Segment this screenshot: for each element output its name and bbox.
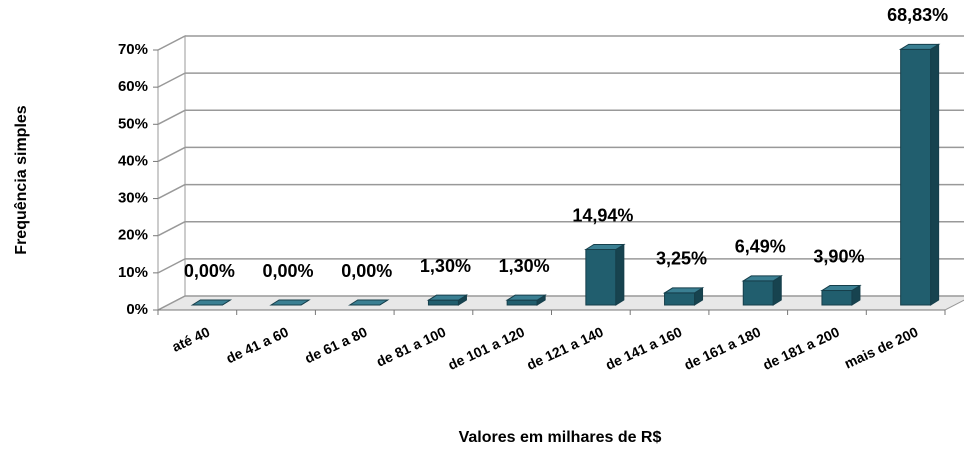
grid-line	[157, 258, 186, 274]
y-tick-label: 50%	[118, 115, 148, 132]
bar	[742, 280, 774, 306]
y-tick-label: 70%	[118, 41, 148, 58]
bar-top	[584, 244, 626, 251]
x-tick-label: de 41 a 60	[223, 323, 291, 366]
grid-line	[157, 183, 186, 200]
data-label: 3,90%	[813, 246, 864, 266]
data-label: 0,00%	[263, 261, 314, 281]
y-tick-label: 60%	[118, 78, 148, 95]
x-tick-label: de 61 a 80	[302, 323, 370, 366]
bar-side	[615, 243, 625, 306]
data-label: 0,00%	[184, 261, 235, 281]
bar-top	[505, 294, 547, 301]
bar-top	[741, 275, 783, 282]
x-tick-label: de 81 a 100	[374, 323, 449, 369]
bar-top	[348, 299, 390, 306]
data-label: 1,30%	[420, 256, 471, 276]
data-label: 1,30%	[499, 256, 550, 276]
bar	[900, 48, 932, 306]
bar-top	[269, 299, 311, 306]
data-label: 68,83%	[887, 5, 948, 25]
grid-line	[157, 35, 186, 51]
data-label: 6,49%	[735, 237, 786, 257]
x-tick-label: de 141 a 160	[603, 323, 685, 372]
data-label: 14,94%	[572, 205, 633, 225]
bar	[821, 290, 853, 306]
side-wall	[157, 35, 186, 311]
bar-top	[190, 299, 233, 306]
data-label: 0,00%	[341, 261, 392, 281]
grid-line	[157, 221, 186, 237]
bar	[664, 292, 696, 306]
grid-line	[157, 146, 186, 163]
bar-top	[662, 287, 705, 294]
y-tick-label: 10%	[118, 264, 148, 281]
grid-line	[157, 109, 186, 125]
y-tick-label: 30%	[118, 190, 148, 207]
y-tick-label: 20%	[118, 227, 148, 244]
grid-line	[157, 72, 186, 88]
bar	[427, 299, 459, 306]
bar-top	[426, 294, 469, 301]
x-tick-label: de 161 a 180	[682, 323, 764, 372]
x-tick-label: de 101 a 120	[445, 323, 527, 372]
x-tick-label: mais de 200	[842, 323, 921, 371]
y-axis-title: Frequência simples	[13, 105, 30, 254]
bar	[506, 299, 538, 306]
x-tick-label: de 181 a 200	[760, 323, 842, 372]
data-label: 3,25%	[656, 249, 707, 269]
bar-top	[820, 285, 862, 292]
x-tick-label: de 121 a 140	[524, 323, 606, 372]
y-tick-label: 40%	[118, 152, 148, 169]
grid-line	[157, 295, 186, 311]
x-tick-label: até 40	[169, 323, 212, 354]
bar-side	[930, 43, 940, 306]
bar-top	[898, 43, 941, 50]
bar	[585, 249, 617, 306]
x-axis-title: Valores em milhares de R$	[459, 429, 662, 446]
y-tick-label: 0%	[126, 301, 148, 318]
